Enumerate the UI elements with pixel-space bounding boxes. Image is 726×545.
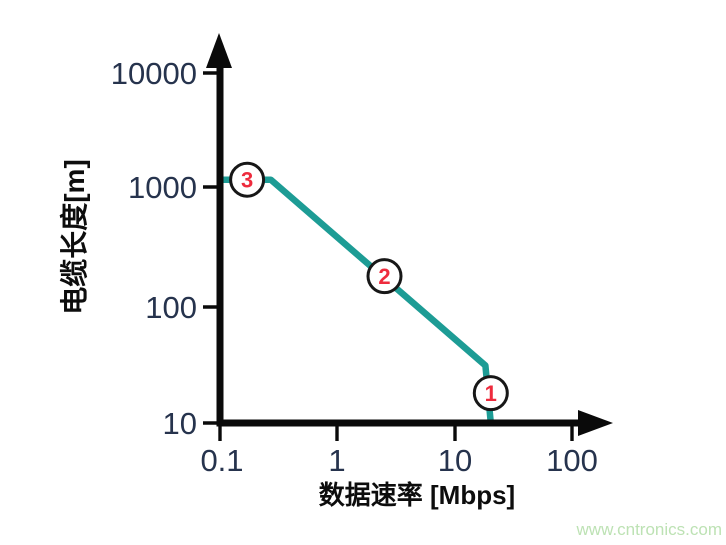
curve-marker-3: 3: [229, 161, 266, 198]
x-axis-ticks: [218, 423, 574, 441]
y-axis-arrowhead-icon: [206, 33, 232, 68]
x-tick-label: 1: [328, 443, 345, 478]
x-tick-label: 0.1: [200, 443, 243, 478]
y-tick-label: 1000: [128, 170, 197, 205]
x-axis-arrowhead-icon: [578, 410, 613, 436]
marker-label: 2: [378, 264, 390, 289]
y-tick-label: 100: [145, 290, 197, 325]
marker-label: 1: [485, 381, 497, 406]
y-tick-label: 10000: [111, 56, 197, 91]
marker-label: 3: [241, 168, 253, 193]
watermark-text: www.cntronics.com: [576, 520, 722, 539]
marker-circle: [472, 375, 509, 412]
marker-circle: [229, 161, 266, 198]
x-axis-title: 数据速率 [Mbps]: [319, 480, 515, 510]
curve-marker-1: 1: [472, 375, 509, 412]
y-axis-ticks: [203, 71, 221, 425]
curve-marker-2: 2: [366, 258, 403, 295]
x-tick-label: 100: [546, 443, 598, 478]
y-axis-title: 电缆长度[m]: [59, 159, 90, 315]
x-tick-label: 10: [438, 443, 472, 478]
y-tick-label: 10: [163, 406, 197, 441]
data-curve: [220, 176, 495, 424]
marker-circle: [366, 258, 403, 295]
